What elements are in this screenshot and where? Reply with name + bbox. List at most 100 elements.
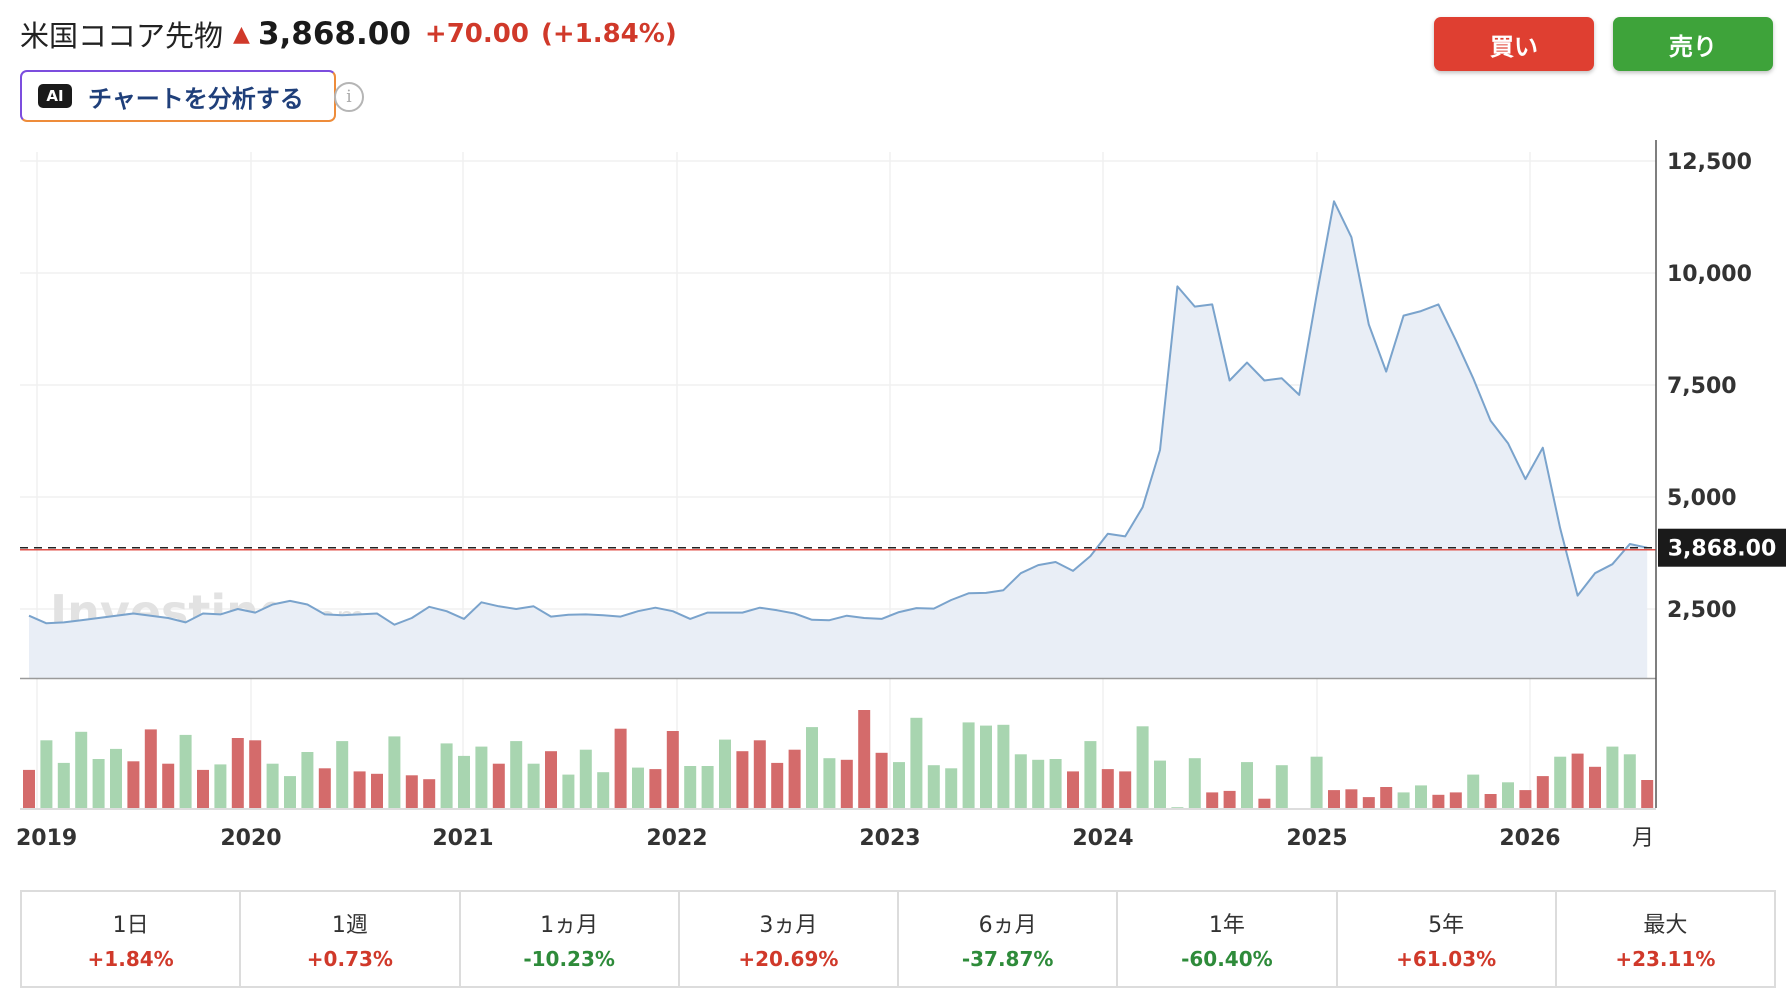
current-price-badge: [1658, 528, 1786, 567]
volume-bar: [579, 749, 592, 808]
volume-bar: [1258, 798, 1271, 808]
volume-bar: [562, 774, 575, 808]
period-label: 1年: [1208, 913, 1245, 938]
volume-bar: [893, 762, 905, 808]
period-change: -60.40%: [1181, 947, 1273, 971]
price-area: [29, 201, 1648, 679]
x-tick-label: 2026: [1499, 826, 1560, 851]
volume-bar: [719, 739, 731, 808]
price-line: [28, 200, 1648, 626]
period-cell[interactable]: 5年 +61.03%: [1335, 892, 1555, 986]
up-arrow-icon: ▲: [233, 21, 250, 47]
volume-bar: [1223, 790, 1236, 808]
volume-bar: [284, 776, 296, 808]
volume-bar: [597, 772, 610, 808]
volume-bar: [405, 775, 418, 808]
period-change: -37.87%: [961, 947, 1054, 971]
x-tick-label: 2024: [1072, 826, 1133, 851]
volume-bar: [388, 736, 401, 808]
volume-bar: [962, 722, 975, 808]
volume-bar: [545, 751, 557, 808]
volume-bar: [440, 743, 453, 808]
volume-bar: [1310, 756, 1323, 808]
volume-bar: [632, 767, 644, 808]
period-change: +20.69%: [738, 947, 839, 971]
volume-bar: [997, 724, 1010, 808]
volume-bar: [875, 752, 888, 808]
volume-bar: [475, 746, 488, 808]
volume-bar: [1467, 774, 1480, 808]
volume-bar: [75, 731, 88, 808]
volume-bar: [527, 763, 540, 808]
volume-bar: [214, 764, 227, 808]
period-cell[interactable]: 1週 +0.73%: [239, 892, 458, 986]
volume-bar: [458, 755, 470, 808]
x-tick-label: 2020: [220, 826, 281, 851]
volume-bar: [1362, 797, 1375, 808]
volume-bar: [753, 740, 766, 808]
current-price-label: 3,868.00: [1668, 537, 1777, 562]
volume-bar: [1171, 807, 1184, 808]
volume-bar: [492, 763, 505, 808]
period-change: +1.84%: [87, 947, 174, 971]
period-label: 最大: [1643, 913, 1688, 938]
volume-bar: [1589, 766, 1601, 808]
volume-bar: [179, 734, 192, 808]
volume-bar: [1067, 771, 1079, 808]
x-axis-unit-label: 月: [1632, 826, 1654, 851]
volume-bar: [1484, 794, 1497, 808]
period-cell[interactable]: 最大 +23.11%: [1554, 892, 1774, 986]
x-tick-label: 2022: [646, 826, 707, 851]
volume-bar: [1014, 754, 1027, 808]
period-cell[interactable]: 1ヵ月 -10.23%: [458, 892, 678, 986]
volume-bar: [927, 765, 940, 808]
period-change: +0.73%: [306, 947, 393, 971]
volume-bar: [1241, 762, 1253, 808]
volume-bar: [1206, 792, 1219, 808]
volume-bar: [249, 740, 262, 808]
info-icon[interactable]: i: [334, 82, 364, 112]
volume-bar: [614, 728, 627, 808]
volume-bar: [336, 741, 349, 808]
y-axis-labels: 12,500 10,000 7,500 5,000 2,500: [1667, 150, 1752, 623]
volume-bar: [1380, 787, 1393, 808]
period-cell[interactable]: 1年 -60.40%: [1116, 892, 1335, 986]
period-change: +61.03%: [1396, 947, 1497, 971]
volume-bar: [1623, 754, 1636, 808]
performance-periods: 1日 +1.84% 1週 +0.73% 1ヵ月 -10.23% 3ヵ月 +20.…: [20, 890, 1776, 988]
analyze-chart-ai-button[interactable]: AI チャートを分析する: [20, 70, 336, 122]
volume-bar: [736, 751, 749, 808]
volume-bar: [1275, 765, 1288, 808]
ai-icon: AI: [38, 84, 72, 108]
volume-bar: [858, 710, 871, 808]
volume-bar: [1536, 776, 1549, 808]
period-label: 1週: [331, 913, 368, 938]
volume-bar: [57, 762, 70, 808]
volume-bar: [23, 769, 35, 808]
period-cell[interactable]: 3ヵ月 +20.69%: [677, 892, 897, 986]
volume-bar: [840, 759, 853, 808]
period-cell[interactable]: 6ヵ月 -37.87%: [897, 892, 1116, 986]
volume-bar: [788, 749, 801, 808]
volume-bar: [1397, 792, 1410, 808]
price-chart[interactable]: Investing.com12,50010,0007,5005,0002,500…: [0, 140, 1792, 870]
x-tick-label: 2023: [859, 826, 920, 851]
analyze-chart-label: チャートを分析する: [88, 84, 304, 113]
y-tick-label: 2,500: [1667, 598, 1737, 623]
volume-bar: [1345, 789, 1358, 808]
volume-bar: [1328, 790, 1340, 808]
volume-bar: [510, 741, 523, 808]
volume-bar: [1519, 790, 1532, 808]
volume-bar: [1449, 792, 1462, 808]
volume-bar: [1049, 759, 1062, 808]
period-cell[interactable]: 1日 +1.84%: [22, 892, 239, 986]
volume-bar: [701, 766, 714, 808]
volume-bar: [92, 759, 105, 808]
volume-bar: [110, 748, 122, 808]
volume-bar: [1188, 758, 1201, 808]
y-tick-label: 12,500: [1667, 150, 1752, 175]
volume-bar: [1641, 780, 1654, 808]
sell-button[interactable]: 売り: [1613, 17, 1773, 71]
buy-button[interactable]: 買い: [1434, 17, 1594, 71]
volume-bar: [162, 763, 175, 808]
